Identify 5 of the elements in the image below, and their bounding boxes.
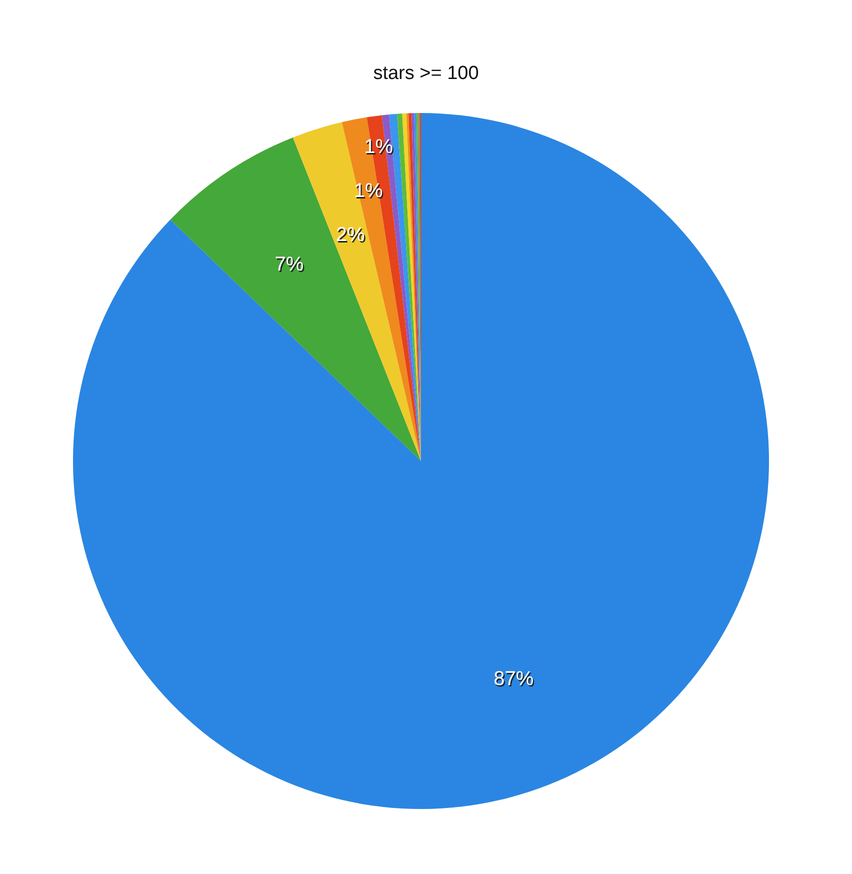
data-label: 2% — [337, 226, 366, 248]
data-label: 87% — [494, 669, 536, 692]
data-label: 1% — [355, 182, 384, 204]
data-label: 7% — [276, 254, 306, 277]
chart-title: stars >= 100 — [373, 63, 479, 84]
